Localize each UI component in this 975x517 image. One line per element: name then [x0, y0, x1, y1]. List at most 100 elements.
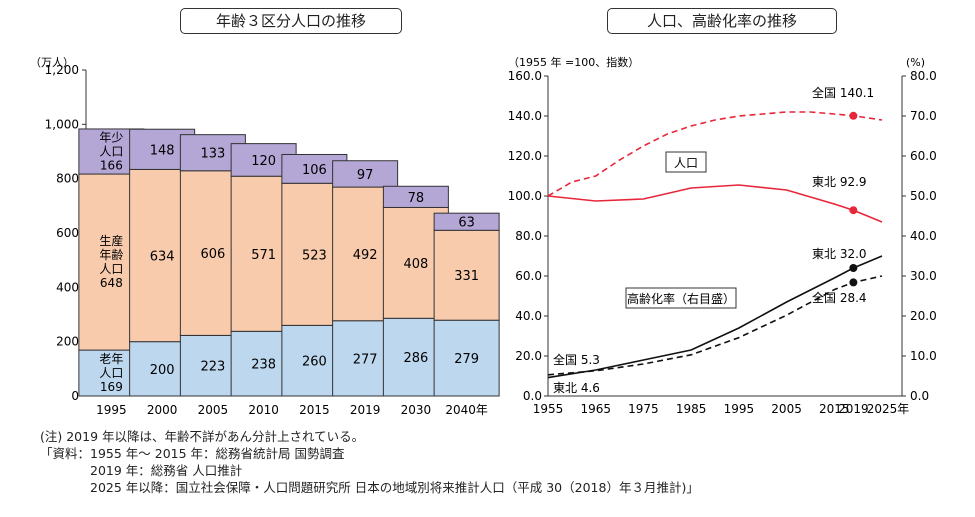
- bar-inline-label-working: 人口: [99, 262, 123, 276]
- bar-inline-label-working: 生産: [99, 233, 123, 248]
- annotation-start-tohoku: 東北 4.6: [553, 381, 600, 395]
- x-tick-label: 2005: [771, 402, 802, 416]
- bar-value-label: 97: [357, 168, 374, 183]
- annotation-aging-national: 全国 28.4: [812, 290, 867, 305]
- bar-inline-label-old: 老年: [99, 352, 123, 366]
- right-tick-label: 80.0: [910, 69, 937, 83]
- y-tick-label: 800: [56, 172, 79, 186]
- y-tick-label: 200: [56, 335, 79, 349]
- series-marker-2019: [849, 278, 858, 287]
- y-tick-label: 1,000: [45, 117, 79, 131]
- left-tick-label: 60.0: [515, 269, 542, 283]
- bar-inline-label-working: 648: [100, 276, 123, 290]
- right-tick-label: 70.0: [910, 109, 937, 123]
- series-line: [547, 111, 883, 197]
- bar-value-label: 331: [454, 269, 479, 284]
- x-tick-label: 1995: [96, 403, 127, 417]
- y-tick-label: 600: [56, 226, 79, 240]
- bar-value-label: 523: [302, 248, 327, 263]
- bar-value-label: 279: [454, 352, 479, 367]
- bar-value-label: 148: [150, 143, 175, 158]
- right-tick-label: 50.0: [910, 189, 937, 203]
- x-tick-label: 2000: [147, 403, 178, 417]
- note-line: 「資料：1955 年～ 2015 年：総務省統計局 国勢調査: [40, 446, 345, 461]
- line-chart-title: 人口、高齢化率の推移: [607, 8, 837, 34]
- left-tick-label: 100.0: [508, 189, 542, 203]
- y-tick-label: 0: [71, 389, 79, 403]
- annotation-pop-tohoku: 東北 92.9: [812, 175, 867, 189]
- x-tick-label: 2010: [248, 403, 279, 417]
- x-tick-label: 1985: [676, 402, 707, 416]
- y-tick-label: 1,200: [45, 63, 79, 77]
- bar-inline-label-young: 人口: [99, 145, 123, 159]
- right-tick-label: 0.0: [910, 389, 929, 403]
- right-tick-label: 60.0: [910, 149, 937, 163]
- left-tick-label: 80.0: [515, 229, 542, 243]
- y-tick-label: 400: [56, 280, 79, 294]
- bar-segment: [433, 212, 500, 231]
- series-marker-2019: [849, 111, 858, 120]
- left-tick-label: 140.0: [508, 109, 542, 123]
- legend-box-pop: [665, 151, 707, 173]
- left-tick-label: 40.0: [515, 309, 542, 323]
- bar-inline-label-young: 年少: [99, 131, 123, 145]
- x-tick-label: 1965: [580, 402, 611, 416]
- x-tick-label: 1955: [533, 402, 564, 416]
- annotation-pop-national: 全国 140.1: [812, 85, 874, 100]
- series-marker-2019: [849, 264, 858, 272]
- left-tick-label: 20.0: [515, 349, 542, 363]
- x-tick-label: 2005: [198, 403, 229, 417]
- bar-chart-title: 年齢３区分人口の推移: [180, 8, 402, 34]
- note-line: 2025 年以降：国立社会保障・人口問題研究所 日本の地域別将来推計人口（平成 …: [40, 480, 699, 495]
- legend-box-aging: [625, 287, 737, 309]
- bar-segment: [332, 160, 399, 188]
- bar-value-label: 571: [251, 248, 276, 263]
- bar-value-label: 200: [150, 363, 175, 378]
- x-tick-label: 2025年: [867, 402, 910, 416]
- bar-value-label: 223: [200, 360, 225, 375]
- right-tick-label: 10.0: [910, 349, 937, 363]
- bar-value-label: 133: [200, 147, 225, 162]
- left-axis-unit: （1955 年 =100、指数）: [508, 55, 639, 69]
- bar-value-label: 78: [408, 191, 425, 206]
- x-tick-label: 1975: [628, 402, 659, 416]
- legend-label-pop: 人口: [674, 156, 698, 170]
- right-tick-label: 20.0: [910, 309, 937, 323]
- x-tick-label: 2040年: [445, 403, 488, 417]
- bar-value-label: 408: [403, 257, 428, 272]
- bar-value-label: 120: [251, 154, 276, 169]
- series-marker-2019: [849, 206, 858, 215]
- series-line: [547, 255, 883, 379]
- bar-value-label: 286: [403, 351, 428, 366]
- x-tick-label: 2030: [401, 403, 432, 417]
- bar-segment: [433, 319, 500, 397]
- bar-segment: [382, 185, 449, 208]
- bar-value-label: 63: [458, 216, 475, 231]
- bar-inline-label-working: 年齢: [99, 247, 123, 262]
- bar-inline-label-old: 169: [100, 380, 123, 394]
- x-tick-label: 2019: [838, 402, 869, 416]
- bar-value-label: 260: [302, 355, 327, 370]
- source-notes: (注) 2019 年以降は、年齢不詳があん分計上されている。 「資料：1955 …: [40, 428, 699, 496]
- series-line: [547, 275, 883, 376]
- x-tick-label: 2015: [299, 403, 330, 417]
- right-tick-label: 30.0: [910, 269, 937, 283]
- series-line: [547, 184, 883, 223]
- note-line: (注) 2019 年以降は、年齢不詳があん分計上されている。: [40, 429, 365, 444]
- x-tick-label: 1995: [724, 402, 755, 416]
- legend-label-aging: 高齢化率（右目盛）: [627, 291, 735, 306]
- bar-value-label: 277: [353, 352, 378, 367]
- bar-value-label: 106: [302, 163, 327, 178]
- bar-value-label: 606: [200, 247, 225, 262]
- left-tick-label: 0.0: [523, 389, 542, 403]
- left-tick-label: 160.0: [508, 69, 542, 83]
- annotation-aging-tohoku: 東北 32.0: [812, 247, 867, 261]
- bar-value-label: 634: [150, 250, 175, 265]
- right-tick-label: 40.0: [910, 229, 937, 243]
- annotation-start-national: 全国 5.3: [553, 352, 600, 367]
- x-tick-label: 2015: [819, 402, 850, 416]
- bar-value-label: 238: [251, 358, 276, 373]
- right-axis-unit: (%): [906, 56, 925, 69]
- bar-inline-label-young: 166: [100, 159, 123, 173]
